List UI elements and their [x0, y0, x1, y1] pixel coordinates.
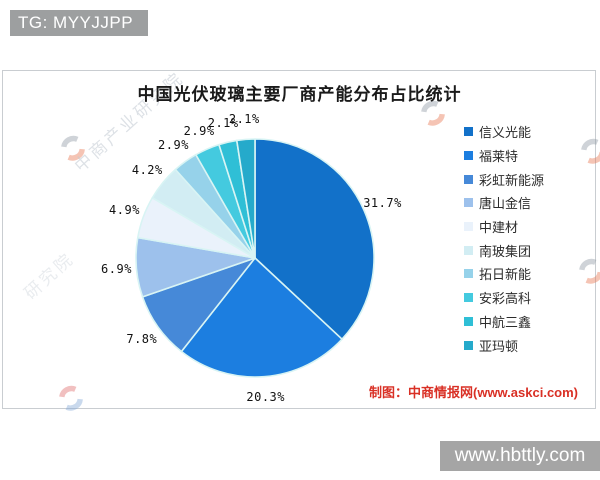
legend-item: 唐山金信 — [464, 191, 544, 215]
legend-item: 南玻集团 — [464, 238, 544, 262]
pie-value-label: 4.9% — [109, 203, 140, 218]
legend-swatch — [464, 222, 473, 232]
legend-label: 亚玛顿 — [479, 338, 519, 354]
legend-item: 福莱特 — [464, 144, 544, 168]
pie-value-label: 31.7% — [363, 195, 402, 210]
pie-slice-2 — [180, 257, 343, 378]
legend-item: 彩虹新能源 — [464, 167, 544, 191]
pie-value-label: 6.9% — [101, 262, 132, 277]
pie-value-label: 2.1% — [228, 112, 260, 127]
pie-value-label: 20.3% — [246, 389, 285, 404]
legend-item: 中航三鑫 — [464, 310, 544, 334]
pie-value-label: 7.8% — [126, 331, 158, 346]
legend-item: 安彩高科 — [464, 286, 544, 310]
legend-label: 拓日新能 — [479, 267, 532, 283]
legend-swatch — [464, 245, 473, 255]
attribution: 制图：中商情报网(www.askci.com) — [369, 385, 578, 400]
legend-swatch — [464, 151, 473, 161]
legend-swatch — [464, 293, 473, 303]
legend-label: 彩虹新能源 — [479, 172, 545, 188]
legend-swatch — [464, 198, 473, 208]
legend-label: 中建材 — [479, 220, 519, 236]
footer-badge: www.hbttly.com — [440, 441, 600, 471]
legend-swatch — [464, 340, 473, 350]
pie-slice-10 — [235, 138, 256, 259]
pie-slice-1 — [254, 138, 375, 340]
pie-value-label: 2.9% — [183, 123, 215, 138]
legend-swatch — [464, 269, 473, 279]
header-badge: TG: MYYJJPP — [10, 10, 148, 36]
chart-title: 中国光伏玻璃主要厂商产能分布占比统计 — [137, 85, 462, 104]
pie-value-label: 4.2% — [131, 163, 163, 178]
legend-item: 亚玛顿 — [464, 333, 544, 357]
legend-item: 信义光能 — [464, 120, 544, 144]
legend-label: 福莱特 — [479, 149, 519, 165]
legend-item: 拓日新能 — [464, 262, 544, 286]
legend-swatch — [464, 316, 473, 326]
legend-label: 中航三鑫 — [479, 314, 532, 330]
legend-swatch — [464, 174, 473, 184]
legend-label: 唐山金信 — [479, 196, 532, 212]
pie-value-label: 2.9% — [158, 138, 189, 153]
legend: 信义光能福莱特彩虹新能源唐山金信中建材南玻集团拓日新能安彩高科中航三鑫亚玛顿 — [464, 120, 544, 357]
legend-item: 中建材 — [464, 215, 544, 239]
legend-swatch — [464, 127, 473, 137]
legend-label: 信义光能 — [479, 125, 532, 141]
legend-label: 安彩高科 — [479, 291, 532, 307]
pie-value-label: 2.1% — [207, 115, 239, 130]
legend-label: 南玻集团 — [479, 243, 532, 259]
